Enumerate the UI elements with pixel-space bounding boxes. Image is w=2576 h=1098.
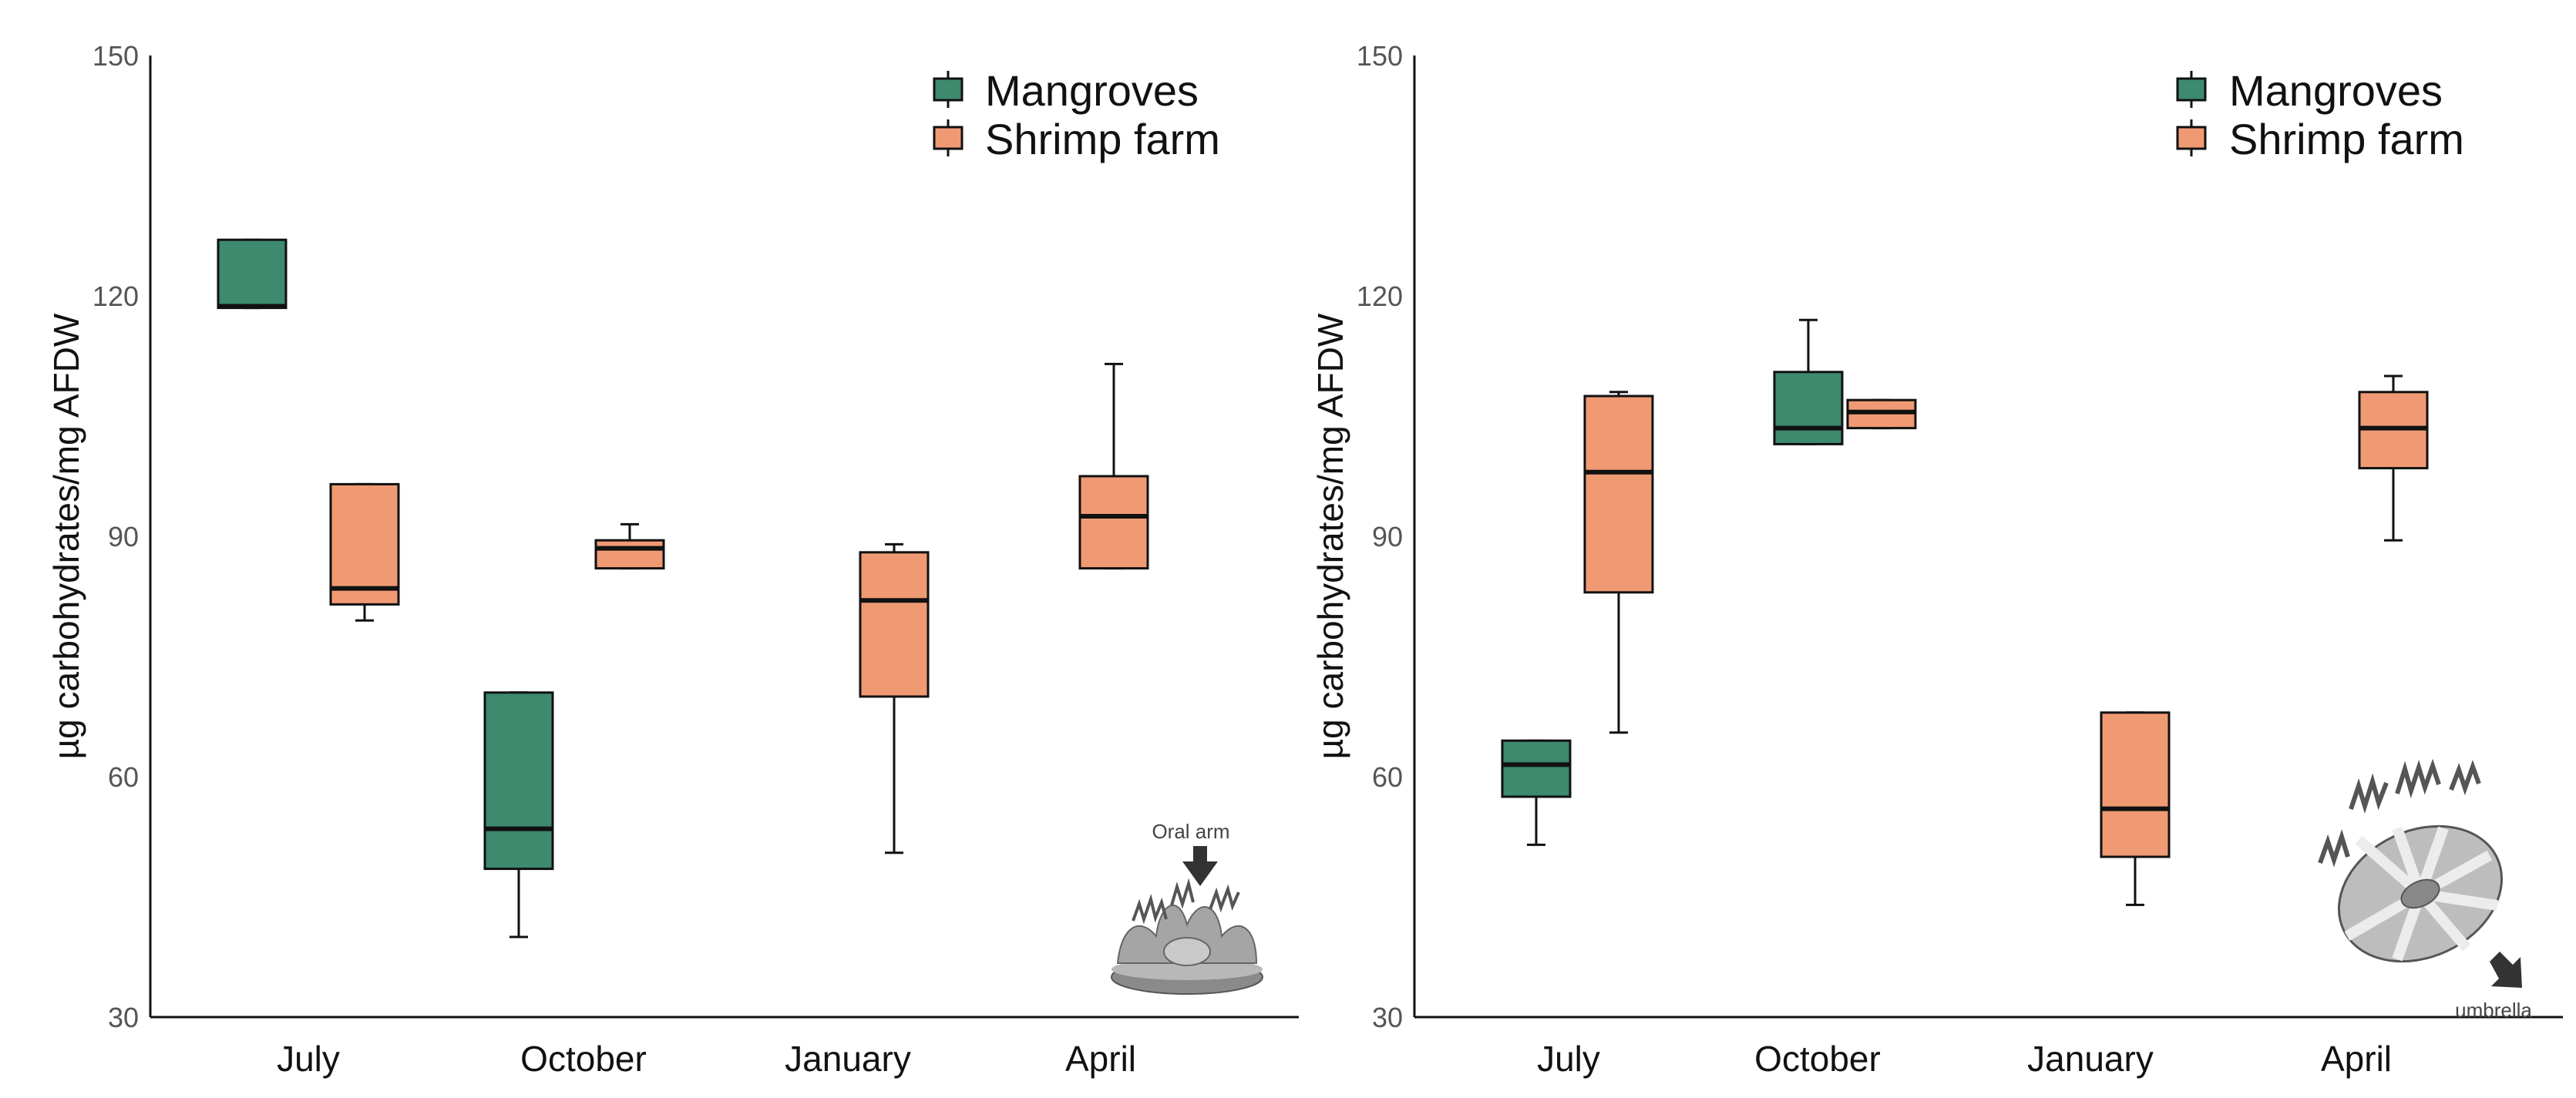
legend-swatch-mangroves [933,77,963,102]
right-box-shrimp-farm-july [1583,391,1654,734]
umbrella-label: umbrella [2455,999,2532,1022]
box-iqr [1583,395,1654,594]
left-ytick-label: 120 [92,280,139,312]
left-box-shrimp-farm-july [329,482,400,622]
legend-label-shrimp-farm: Shrimp farm [2229,115,2464,163]
left-category-label: July [277,1039,340,1079]
umbrella-arrow-icon [2490,952,2522,988]
right-box-shrimp-farm-april [2358,374,2429,542]
left-box-mangroves-october [483,691,554,939]
right-category-label: April [2321,1039,2392,1079]
right-category-label: January [2027,1039,2154,1079]
left-ytick-label: 90 [108,521,139,552]
umbrella-center [2400,878,2440,909]
box-iqr [217,238,288,310]
left-box-shrimp-farm-october [594,522,665,570]
umbrella-stripes [2344,826,2499,962]
left-box-shrimp-farm-april [1078,362,1149,570]
legend-swatch-mangroves [2176,77,2207,102]
umbrella-illustration: umbrella [2318,758,2532,1022]
box-iqr [329,482,400,606]
left-ytick-label: 150 [92,40,139,72]
right-ytick-label: 60 [1372,761,1403,793]
left-category-label: January [785,1039,911,1079]
right-panel: 30 60 90 120 150 July October January Ap… [1310,40,2563,1079]
oral-arm-arrow-icon [1182,846,1218,886]
right-ytick-label: 150 [1357,40,1403,72]
right-box-mangroves-july [1501,739,1572,846]
left-category-label: October [520,1039,647,1079]
right-box-group [1501,318,2429,906]
left-panel: 30 60 90 120 150 July October January Ap… [46,40,1299,1079]
legend-swatch-shrimp-farm [933,126,963,150]
right-ytick-label: 30 [1372,1002,1403,1033]
legend-label-mangroves: Mangroves [985,66,1199,115]
right-box-mangroves-october [1773,318,1844,445]
left-ytick-label: 30 [108,1002,139,1033]
box-iqr [1078,475,1149,570]
left-legend: Mangroves Shrimp farm [933,66,1220,163]
legend-label-shrimp-farm: Shrimp farm [985,115,1220,163]
box-iqr [594,539,665,570]
jellyfish-oral-arms [1116,905,1258,964]
box-iqr [1773,371,1844,445]
left-box-group [217,238,1149,939]
umbrella-oral-arms [2318,758,2481,868]
left-ytick-label: 60 [108,761,139,793]
oral-arm-label: Oral arm [1152,820,1229,843]
box-iqr [1501,739,1572,798]
legend-label-mangroves: Mangroves [2229,66,2443,115]
jellyfish-center [1163,937,1211,966]
box-iqr [2100,711,2171,858]
box-iqr [859,551,930,698]
right-ytick-label: 120 [1357,280,1403,312]
right-category-label: October [1754,1039,1881,1079]
box-iqr [483,691,554,871]
right-ytick-label: 90 [1372,521,1403,552]
right-legend: Mangroves Shrimp farm [2176,66,2464,163]
right-box-shrimp-farm-october [1846,398,1917,430]
left-y-axis-title: µg carbohydrates/mg AFDW [46,313,86,759]
oral-arm-illustration: Oral arm [1111,820,1263,995]
right-category-label: July [1537,1039,1600,1079]
jellyfish-frills [1132,878,1240,925]
left-box-shrimp-farm-january [859,542,930,855]
left-category-label: April [1065,1039,1136,1079]
right-box-shrimp-farm-january [2100,711,2171,906]
left-box-mangroves-july [217,238,288,310]
legend-swatch-shrimp-farm [2176,126,2207,150]
right-y-axis-title: µg carbohydrates/mg AFDW [1310,313,1350,759]
